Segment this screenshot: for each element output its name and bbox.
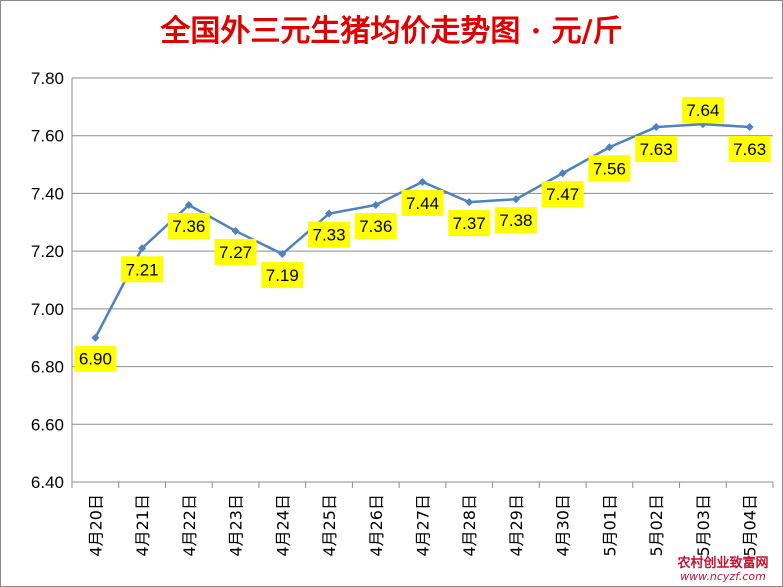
data-label-box: [401, 189, 444, 216]
data-label-box: [448, 210, 491, 237]
data-label: 7.44: [406, 194, 439, 213]
x-tick-label: 4月26日: [367, 494, 386, 557]
y-tick-label: 7.20: [31, 242, 64, 261]
data-label: 7.36: [172, 217, 205, 236]
data-label: 7.38: [499, 211, 532, 230]
data-point: [745, 123, 754, 132]
data-point: [418, 177, 427, 186]
data-label: 7.19: [266, 266, 299, 285]
x-tick-label: 5月01日: [600, 494, 619, 557]
data-label-box: [121, 256, 164, 283]
y-tick-label: 6.40: [31, 473, 64, 492]
data-label: 7.63: [640, 140, 673, 159]
data-point: [605, 143, 614, 152]
data-point: [325, 209, 334, 218]
data-point: [558, 169, 567, 178]
data-point: [91, 333, 100, 342]
data-point: [278, 250, 287, 259]
data-label-box: [167, 212, 210, 239]
x-tick-label: 5月02日: [647, 494, 666, 557]
data-label: 7.47: [546, 185, 579, 204]
data-point: [371, 200, 380, 209]
watermark: 农村创业致富网 www.ncyzf.com: [667, 555, 779, 583]
x-tick-label: 4月29日: [507, 494, 526, 557]
data-label: 7.64: [686, 101, 719, 120]
y-tick-label: 6.60: [31, 415, 64, 434]
x-tick-label: 4月28日: [460, 494, 479, 557]
data-point: [231, 226, 240, 235]
data-label-box: [494, 207, 537, 234]
y-tick-label: 7.40: [31, 184, 64, 203]
data-label-box: [214, 238, 257, 265]
data-label-box: [541, 181, 584, 208]
data-point: [138, 244, 147, 253]
x-tick-label: 4月24日: [273, 494, 292, 557]
x-tick-label: 4月22日: [180, 494, 199, 557]
y-tick-label: 7.00: [31, 300, 64, 319]
data-label: 7.63: [733, 140, 766, 159]
data-label-box: [74, 345, 117, 372]
data-label-box: [261, 262, 304, 289]
data-label: 7.56: [593, 159, 626, 178]
data-point: [511, 195, 520, 204]
data-label: 7.37: [453, 214, 486, 233]
x-tick-label: 4月27日: [414, 494, 433, 557]
data-label: 7.33: [312, 226, 345, 245]
chart-title: 全国外三元生猪均价走势图 · 元/斤: [160, 14, 623, 49]
y-tick-label: 6.80: [31, 358, 64, 377]
x-tick-label: 4月30日: [554, 494, 573, 557]
x-tick-label: 5月03日: [694, 494, 713, 557]
data-label-box: [728, 136, 771, 163]
x-tick-label: 4月23日: [227, 494, 246, 557]
watermark-site-name: 农村创业致富网: [677, 555, 769, 571]
x-tick-label: 4月20日: [86, 494, 105, 557]
data-label-box: [308, 221, 351, 248]
data-point: [652, 123, 661, 132]
watermark-url: www.ncyzf.com: [680, 569, 766, 583]
data-label: 7.36: [359, 217, 392, 236]
x-tick-label: 4月21日: [133, 494, 152, 557]
data-label: 6.90: [79, 350, 112, 369]
data-point: [465, 198, 474, 207]
data-label-box: [635, 136, 678, 163]
data-label: 7.27: [219, 243, 252, 262]
y-tick-label: 7.80: [31, 69, 64, 88]
y-tick-label: 7.60: [31, 127, 64, 146]
data-label-box: [588, 155, 631, 182]
x-tick-label: 4月25日: [320, 494, 339, 557]
data-point: [184, 200, 193, 209]
x-tick-label: 5月04日: [741, 494, 760, 557]
data-label-box: [681, 97, 724, 124]
data-label: 7.21: [126, 260, 159, 279]
data-label-box: [354, 212, 397, 239]
